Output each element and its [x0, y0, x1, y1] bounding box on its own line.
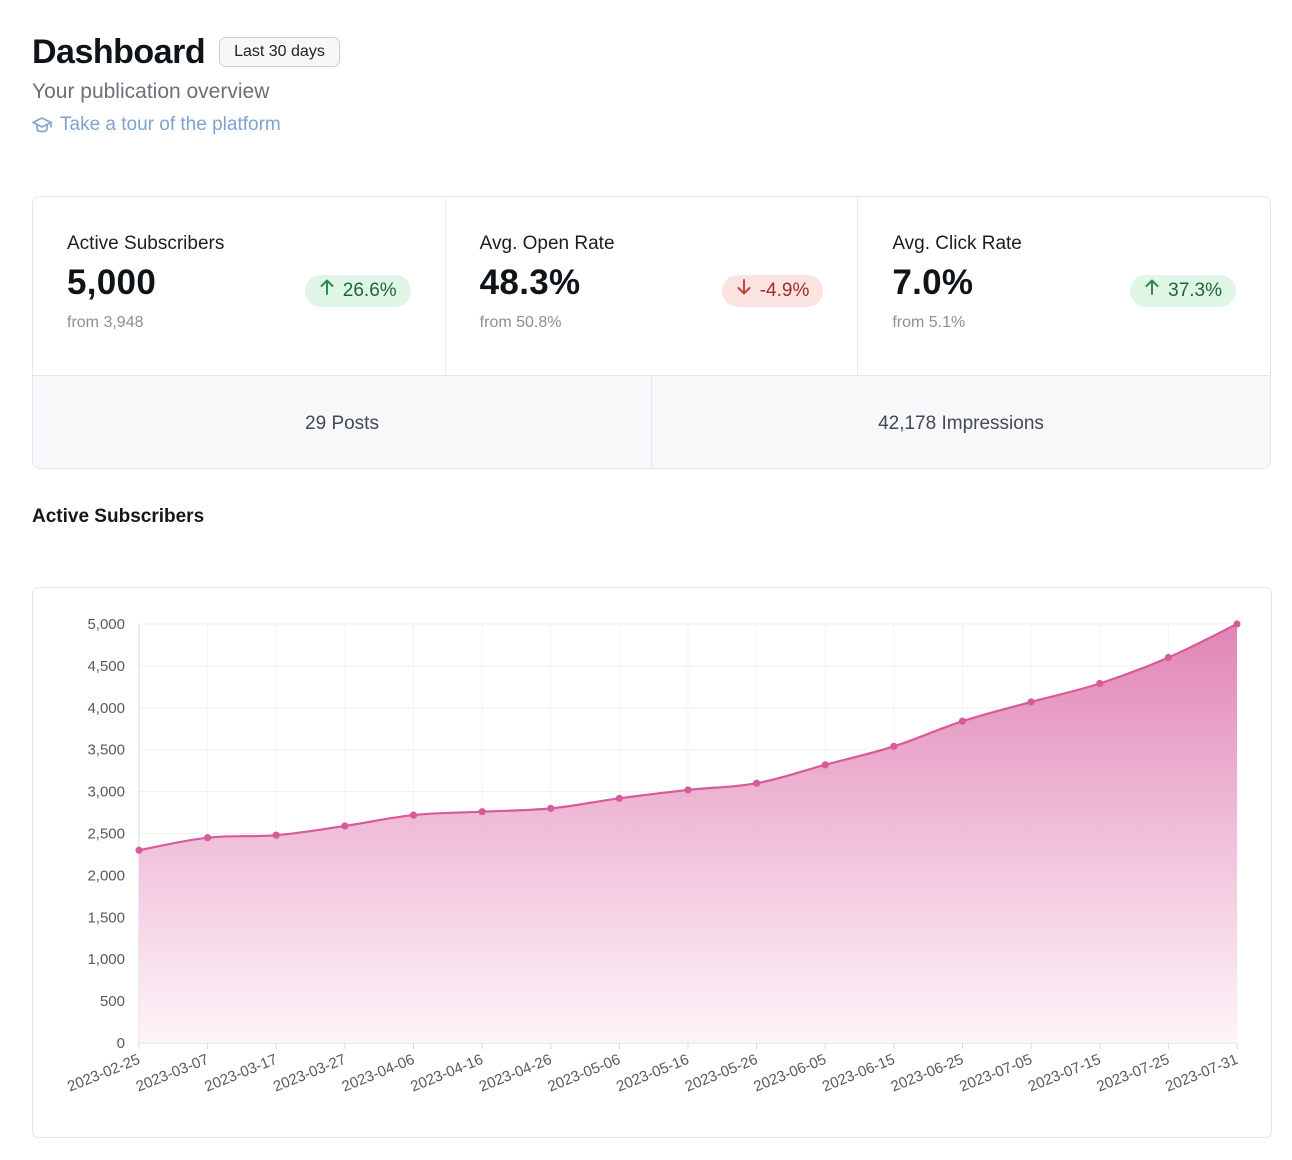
- data-point[interactable]: [821, 761, 829, 769]
- data-point[interactable]: [478, 808, 486, 816]
- x-tick-label: 2023-05-16: [614, 1051, 692, 1096]
- posts-count: 29 Posts: [305, 412, 379, 434]
- data-point[interactable]: [684, 786, 692, 794]
- page-subtitle: Your publication overview: [32, 80, 270, 103]
- x-tick-label: 2023-06-05: [751, 1051, 829, 1096]
- stat-label: Avg. Click Rate: [892, 233, 1022, 254]
- series-area: [139, 624, 1237, 1043]
- graduation-cap-icon: [32, 116, 52, 134]
- data-point[interactable]: [1027, 698, 1035, 706]
- y-tick-label: 1,000: [87, 951, 125, 968]
- data-point[interactable]: [409, 811, 418, 819]
- impressions-count: 42,178 Impressions: [651, 376, 1270, 468]
- title-row: Dashboard Last 30 days: [32, 30, 1272, 74]
- arrow-up-icon: [1144, 275, 1160, 307]
- change-badge: 26.6%: [304, 275, 411, 307]
- arrow-down-icon: [736, 275, 752, 307]
- x-tick-label: 2023-03-17: [202, 1051, 280, 1096]
- x-axis: 2023-02-252023-03-072023-03-172023-03-27…: [65, 1042, 1241, 1096]
- stat-from: from 5.1%: [892, 314, 966, 331]
- x-tick-label: 2023-05-06: [545, 1051, 623, 1096]
- x-tick-label: 2023-07-05: [957, 1051, 1035, 1096]
- x-tick-label: 2023-05-26: [683, 1051, 761, 1096]
- data-point[interactable]: [1233, 620, 1241, 628]
- stats-card: Active Subscribers 5,000 from 3,948 26.6…: [32, 196, 1271, 469]
- data-point[interactable]: [547, 804, 555, 812]
- y-tick-label: 500: [100, 993, 125, 1010]
- x-tick-label: 2023-06-15: [820, 1051, 898, 1096]
- change-badge: -4.9%: [721, 275, 824, 307]
- change-value: 37.3%: [1168, 280, 1223, 301]
- date-range-button[interactable]: Last 30 days: [219, 37, 340, 67]
- arrow-up-icon: [319, 275, 335, 307]
- plot-area: [135, 620, 1241, 1043]
- tour-link[interactable]: Take a tour of the platform: [32, 114, 281, 136]
- stat-value: 5,000: [67, 263, 157, 302]
- data-point[interactable]: [1096, 679, 1104, 688]
- page-header: Dashboard Last 30 days Your publication …: [32, 30, 1272, 136]
- change-badge: 37.3%: [1130, 275, 1237, 307]
- change-value: 26.6%: [342, 280, 397, 301]
- stat-label: Active Subscribers: [67, 233, 225, 254]
- data-point[interactable]: [753, 779, 761, 787]
- data-point[interactable]: [615, 794, 623, 802]
- x-tick-label: 2023-07-25: [1094, 1051, 1172, 1096]
- subscribers-chart: 0 500 1,000 1,500 2,000 2,500 3,000 3,500 4,000 4…: [65, 616, 1241, 1096]
- y-axis: 0 500 1,000 1,500 2,000 2,500 3,000 3,500 4,000 4…: [87, 616, 140, 1052]
- subscribers-chart-card: 0 500 1,000 1,500 2,000 2,500 3,000 3,500 4,000 4…: [32, 587, 1272, 1138]
- y-tick-label: 2,500: [87, 826, 125, 843]
- x-tick-label: 2023-03-07: [134, 1051, 212, 1096]
- change-value: -4.9%: [759, 280, 810, 301]
- x-tick-label: 2023-04-26: [477, 1051, 555, 1096]
- x-tick-label: 2023-04-06: [339, 1051, 417, 1096]
- y-tick-label: 1,500: [87, 909, 125, 926]
- y-tick-label: 2,000: [87, 867, 125, 884]
- stat-active-subscribers: Active Subscribers 5,000 from 3,948 26.6…: [33, 197, 445, 375]
- data-point[interactable]: [204, 834, 212, 842]
- stat-click-rate: Avg. Click Rate 7.0% from 5.1% 37.3%: [857, 197, 1270, 375]
- y-tick-label: 5,000: [87, 616, 125, 633]
- data-point[interactable]: [958, 717, 967, 725]
- y-tick-label: 4,000: [87, 700, 125, 717]
- x-tick-label: 2023-04-16: [408, 1051, 486, 1096]
- stat-open-rate: Avg. Open Rate 48.3% from 50.8% -4.9%: [444, 197, 858, 375]
- x-tick-label: 2023-03-27: [271, 1051, 349, 1096]
- x-tick-label: 2023-06-25: [888, 1051, 966, 1096]
- data-point[interactable]: [1164, 653, 1172, 662]
- stat-from: from 3,948: [67, 314, 144, 331]
- chart-section-title: Active Subscribers: [32, 506, 205, 527]
- stat-from: from 50.8%: [479, 314, 562, 331]
- data-point[interactable]: [341, 822, 349, 830]
- y-tick-label: 3,500: [87, 742, 125, 759]
- page-title: Dashboard: [32, 33, 206, 71]
- x-tick-label: 2023-07-31: [1163, 1051, 1241, 1096]
- x-tick-label: 2023-07-15: [1026, 1051, 1104, 1096]
- y-tick-label: 3,000: [87, 784, 125, 801]
- totals-row: 29 Posts 42,178 Impressions: [33, 376, 1270, 468]
- data-point[interactable]: [890, 742, 898, 750]
- data-point[interactable]: [135, 846, 143, 854]
- x-tick-label: 2023-02-25: [65, 1051, 143, 1096]
- y-tick-label: 0: [117, 1035, 125, 1052]
- data-point[interactable]: [272, 831, 280, 839]
- stat-value: 48.3%: [479, 263, 581, 302]
- stats-row: Active Subscribers 5,000 from 3,948 26.6…: [33, 197, 1270, 376]
- stat-label: Avg. Open Rate: [479, 233, 615, 254]
- y-tick-label: 4,500: [87, 658, 125, 675]
- stat-value: 7.0%: [892, 263, 974, 302]
- tour-link-label: Take a tour of the platform: [60, 114, 281, 135]
